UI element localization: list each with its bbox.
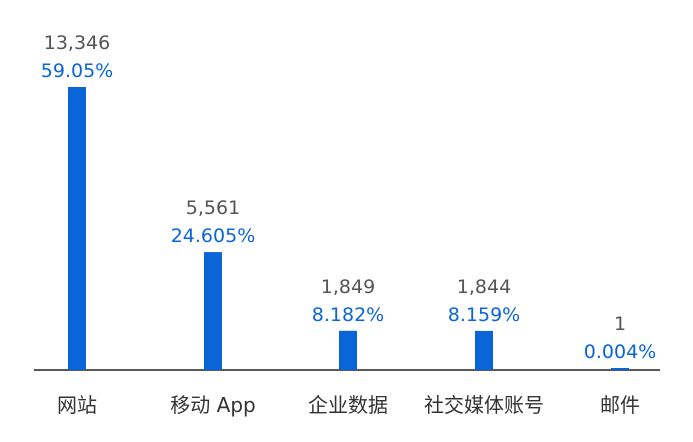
category-label: 社交媒体账号 [424, 393, 544, 417]
category-label: 移动 App [170, 393, 255, 417]
percent-label: 59.05% [41, 60, 113, 82]
count-label: 1,849 [321, 276, 375, 298]
bar-3 [475, 330, 493, 370]
count-label: 5,561 [186, 197, 240, 219]
percent-label: 0.004% [584, 341, 656, 363]
count-label: 1 [614, 313, 626, 335]
percent-label: 8.182% [312, 304, 384, 326]
category-label: 企业数据 [308, 393, 388, 417]
percent-label: 8.159% [448, 304, 520, 326]
bar-1 [204, 252, 222, 370]
bar-4 [611, 368, 629, 370]
bar-0 [68, 87, 86, 370]
count-label: 13,346 [44, 32, 110, 54]
bar-2 [339, 330, 357, 370]
category-label: 邮件 [600, 393, 640, 417]
category-label: 网站 [57, 393, 97, 417]
count-label: 1,844 [457, 276, 511, 298]
percent-label: 24.605% [171, 225, 256, 247]
